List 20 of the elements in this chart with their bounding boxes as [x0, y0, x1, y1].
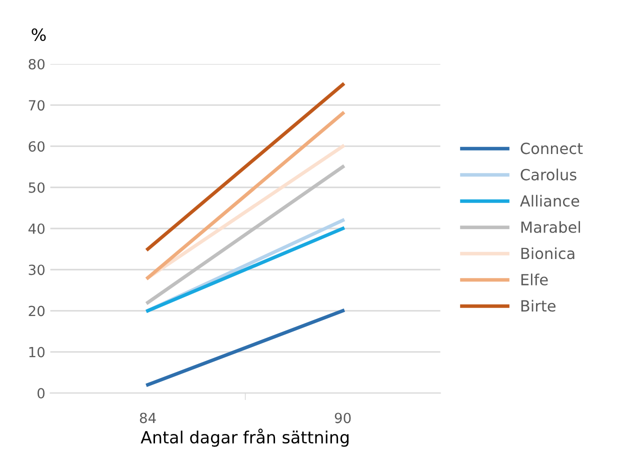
legend-label: Marabel — [521, 221, 580, 233]
x-tick-label: 84 — [140, 412, 156, 424]
y-axis-title: % — [32, 28, 46, 42]
y-tick-label: 40 — [28, 223, 45, 234]
y-tick-label: 50 — [28, 182, 45, 193]
y-tick-label: 20 — [28, 306, 45, 316]
y-tick-label: 60 — [28, 141, 45, 152]
y-tick-label: 30 — [28, 264, 45, 276]
legend-label: Elfe — [521, 274, 548, 286]
x-tick-label: 90 — [334, 412, 351, 424]
y-tick-label: 0 — [38, 388, 45, 398]
y-tick-label: 80 — [28, 58, 45, 70]
y-tick-label: 70 — [28, 100, 45, 111]
legend-label: Carolus — [520, 168, 576, 180]
legend-label: Bionica — [521, 247, 574, 260]
y-tick-label: 10 — [29, 346, 45, 358]
legend-label: Alliance — [520, 194, 580, 207]
legend-label: Birte — [521, 300, 556, 312]
x-axis-title: Antal dagar från sättning — [140, 428, 349, 447]
legend-label: Connect — [520, 142, 583, 154]
